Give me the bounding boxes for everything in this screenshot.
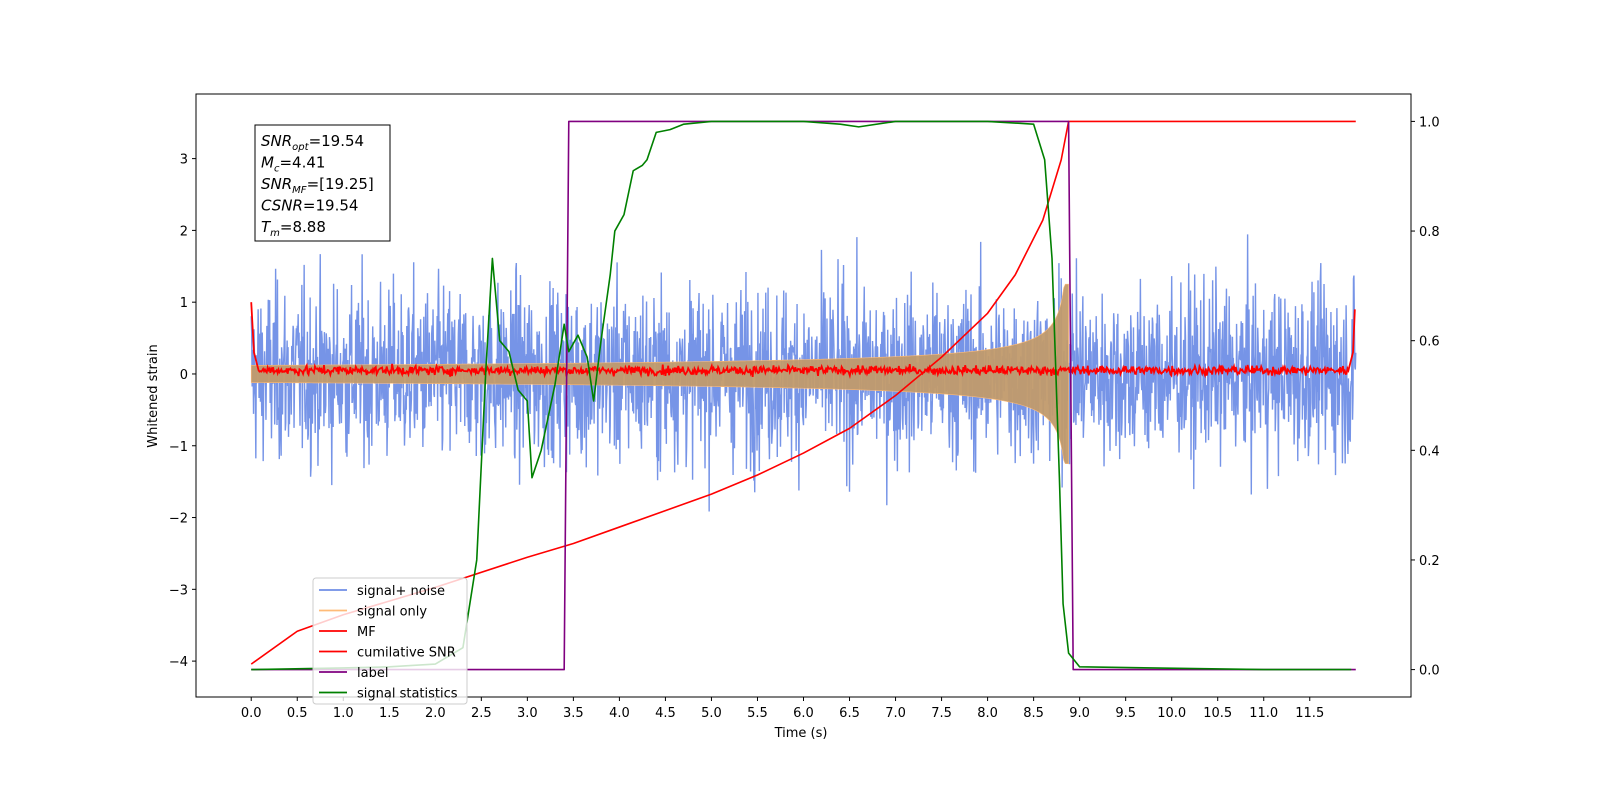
y-right-tick-label: 0.6 [1419, 335, 1440, 350]
y-left-tick-label: −2 [169, 512, 188, 527]
x-tick-label: 6.5 [839, 706, 860, 721]
x-tick-label: 3.0 [517, 706, 538, 721]
x-tick-label: 3.5 [563, 706, 584, 721]
legend-entry: MF [357, 625, 376, 640]
x-tick-label: 0.5 [287, 706, 308, 721]
y-right-tick-label: 1.0 [1419, 115, 1440, 130]
x-tick-label: 6.0 [793, 706, 814, 721]
x-tick-label: 8.0 [977, 706, 998, 721]
stats-annotation-box: SNRopt=19.54Mc=4.41SNRMF=[19.25]CSNR=19.… [254, 124, 391, 242]
plot-area [250, 120, 1357, 671]
x-tick-label: 2.5 [471, 706, 492, 721]
x-tick-label: 9.5 [1115, 706, 1136, 721]
annotation-line: SNRopt=19.54 [261, 132, 364, 153]
annotation-line: Mc=4.41 [261, 154, 325, 175]
series-signal-noise-line [250, 234, 1357, 512]
annotation-line: CSNR=19.54 [261, 197, 358, 215]
y-right-tick-label: 0.8 [1419, 225, 1440, 240]
x-tick-label: 9.0 [1069, 706, 1090, 721]
y-right-tick-label: 0.4 [1419, 444, 1440, 459]
y-left-tick-label: −3 [169, 583, 188, 598]
x-axis: 0.0 0.5 1.0 1.5 2.0 2.5 3.0 3.5 4.0 4.5 5.0 5.5 6.0 6… [241, 697, 1324, 721]
x-tick-label: 4.5 [655, 706, 676, 721]
y-axis-label: Whitened strain [146, 344, 161, 447]
series-label-line [251, 120, 1356, 671]
y-right-tick-label: 0.0 [1419, 664, 1440, 679]
y-left-tick-label: 2 [180, 224, 188, 239]
x-tick-label: 10.0 [1157, 706, 1186, 721]
x-tick-label: 7.0 [885, 706, 906, 721]
y-left-tick-label: 0 [180, 368, 188, 383]
y-left-tick-label: 1 [180, 296, 188, 311]
legend-entry: cumilative SNR [357, 646, 456, 661]
annotation-line: SNRMF=[19.25] [261, 175, 374, 196]
legend-entry: signal only [357, 605, 427, 620]
x-tick-label: 11.5 [1295, 706, 1324, 721]
x-tick-label: 11.0 [1249, 706, 1278, 721]
x-tick-label: 7.5 [931, 706, 952, 721]
legend-entry: label [357, 666, 388, 681]
x-tick-label: 0.0 [241, 706, 262, 721]
legend-entry: signal+ noise [357, 584, 445, 599]
y-axis-right: 1.0 0.8 0.6 0.4 0.2 0.0 [1411, 115, 1440, 679]
series-signal-statistics-line [251, 120, 1352, 671]
legend: signal+ noise signal only MF cumilative SNR… [312, 577, 468, 705]
series-mf-line [250, 302, 1356, 380]
x-tick-label: 1.5 [379, 706, 400, 721]
x-tick-label: 4.0 [609, 706, 630, 721]
x-tick-label: 8.5 [1023, 706, 1044, 721]
x-tick-label: 1.0 [333, 706, 354, 721]
x-tick-label: 2.0 [425, 706, 446, 721]
y-left-tick-label: −1 [169, 440, 188, 455]
y-right-tick-label: 0.2 [1419, 554, 1440, 569]
series-signal-only-band [250, 283, 1069, 464]
x-tick-label: 10.5 [1203, 706, 1232, 721]
x-axis-label: Time (s) [774, 726, 828, 741]
x-tick-label: 5.5 [747, 706, 768, 721]
y-left-tick-label: 3 [180, 153, 188, 168]
y-axis-left: 3 2 1 0 −1 −2 −3 −4 [169, 153, 196, 670]
x-tick-label: 5.0 [701, 706, 722, 721]
legend-entry: signal statistics [357, 687, 458, 702]
annotation-line: Tm=8.88 [261, 218, 326, 239]
y-left-tick-label: −4 [169, 655, 188, 670]
